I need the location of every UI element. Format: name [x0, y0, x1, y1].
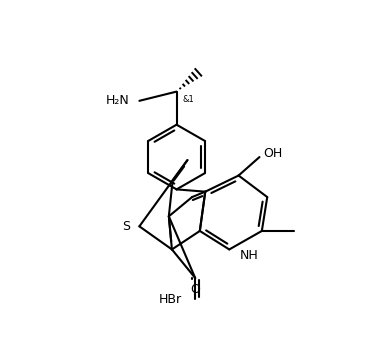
- Text: H₂N: H₂N: [106, 94, 129, 107]
- Text: S: S: [122, 220, 130, 233]
- Text: HBr: HBr: [159, 293, 182, 306]
- Text: &1: &1: [183, 95, 194, 104]
- Text: OH: OH: [263, 147, 283, 160]
- Text: NH: NH: [240, 249, 259, 262]
- Text: O: O: [190, 283, 200, 296]
